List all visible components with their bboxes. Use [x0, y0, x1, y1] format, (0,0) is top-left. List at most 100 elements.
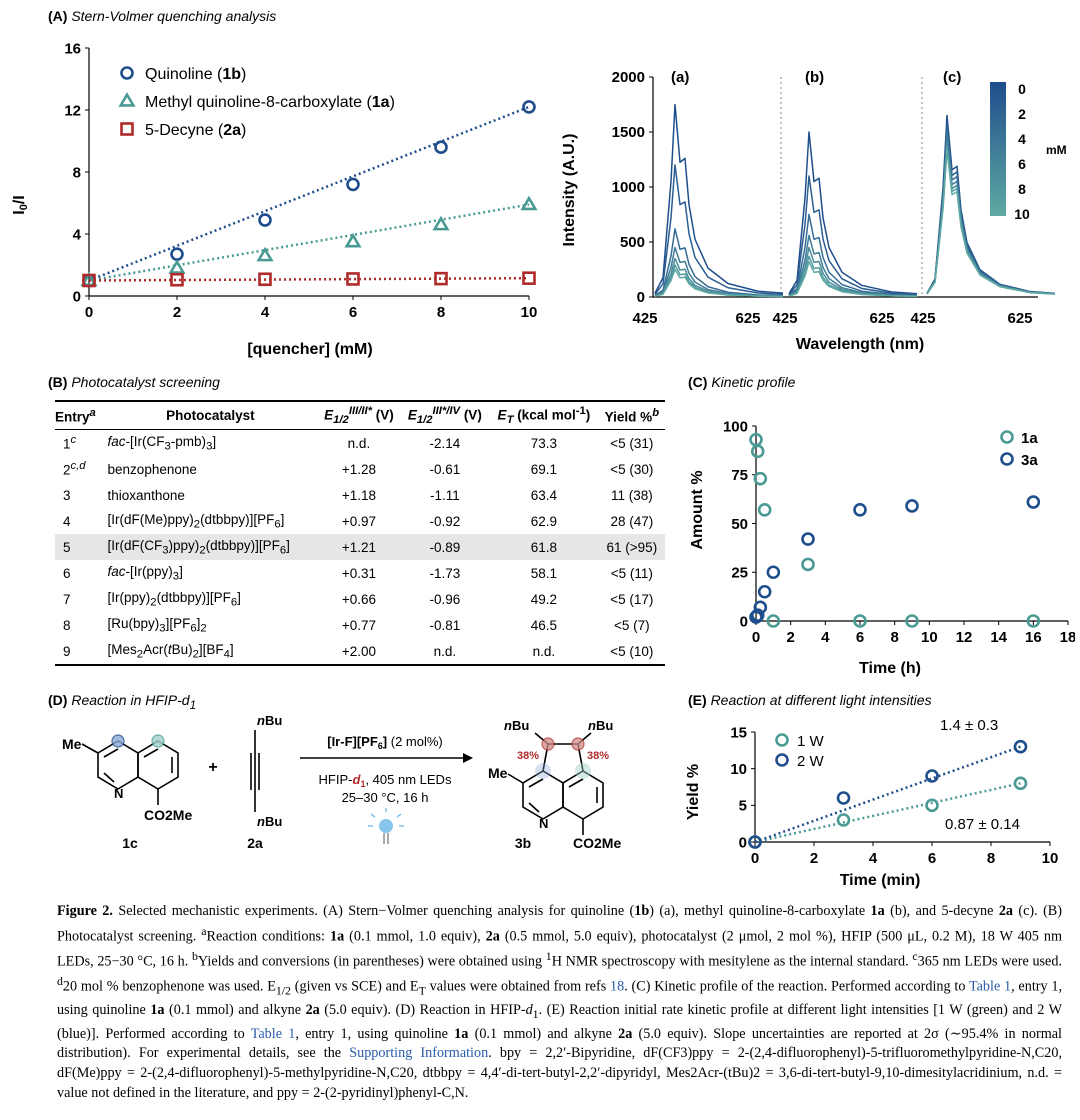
colorbar-label: 4	[1018, 131, 1026, 147]
x-tick-label: 0	[85, 304, 93, 321]
nitrogen-label: N	[539, 816, 548, 831]
legend-label: 3a	[1021, 452, 1038, 469]
data-point	[748, 835, 762, 849]
cell-e2: -0.92	[429, 513, 461, 529]
data-point	[775, 733, 789, 747]
x-tick-label: 425	[772, 310, 797, 327]
x-tick-label: 10	[921, 629, 938, 646]
x-tick-label: 0	[751, 850, 759, 867]
y-tick-label: 0	[73, 288, 81, 305]
cell-entry: 2c,d	[63, 460, 86, 478]
col-et: ET (kcal mol-1)	[489, 400, 599, 431]
col-e1: E1/2III/II* (V)	[317, 400, 401, 431]
cell-photocatalyst: [Ir(dF(Me)ppy)2(dtbbpy)][PF6]	[107, 511, 285, 531]
cell-et: 46.5	[530, 617, 558, 633]
data-point	[775, 753, 789, 767]
emission-spectra-chart: 0 500 1000 1500 2000 (a) 425 625 (b) 425 625 (c) 425…	[561, 69, 1067, 353]
table-row: 5 [Ir(dF(CF3)ppy)2(dtbbpy)][PF6] +1.21 -0.8…	[55, 534, 665, 561]
x-tick-label: 4	[869, 850, 878, 867]
cell-e1: +0.31	[341, 565, 377, 581]
light-bulb-icon	[368, 808, 404, 844]
cell-e1: +0.97	[341, 513, 377, 529]
legend-label: 1a	[1021, 430, 1038, 447]
spectrum-line	[788, 213, 918, 297]
kinetic-profile-chart: 0 2 4 6 8 10 12 14 16 18 0 25 50 75 100 1a 3a Amount % T…	[689, 418, 1075, 677]
legend-label: 5-Decyne (2a)	[145, 122, 246, 139]
y-tick-label: 2000	[612, 69, 645, 86]
x-tick-label: 16	[1025, 629, 1042, 646]
data-point	[1026, 495, 1041, 509]
x-tick-label: 10	[1042, 850, 1059, 867]
colorbar-label: 6	[1018, 156, 1026, 172]
cell-et: n.d.	[489, 638, 599, 667]
data-point	[258, 272, 272, 287]
legend-label: 1 W	[797, 733, 825, 750]
cell-photocatalyst: benzophenone	[107, 461, 197, 477]
compound-3b-label: 3b	[515, 835, 531, 851]
cell-yield: <5 (17)	[610, 591, 654, 607]
x-tick-label: 14	[990, 629, 1007, 646]
data-point	[344, 232, 362, 248]
ref-link[interactable]: 18	[610, 978, 625, 995]
cell-entry: 7	[63, 591, 71, 607]
data-point	[753, 471, 768, 486]
ester-label: CO2Me	[573, 835, 621, 851]
methyl-label: Me	[62, 736, 82, 752]
cell-et: 62.9	[530, 513, 558, 529]
x-tick-label: 625	[1007, 310, 1032, 327]
subpanel-label: (a)	[671, 69, 689, 86]
cell-yield: <5 (7)	[614, 617, 650, 633]
table-row: 3 thioxanthone +1.18 -1.11 63.4 11 (38)	[55, 482, 665, 508]
x-tick-label: 8	[437, 304, 445, 321]
colorbar-label: 10	[1014, 206, 1030, 222]
data-point	[346, 177, 360, 192]
si-link[interactable]: Supporting Information	[349, 1045, 489, 1062]
data-point	[925, 769, 939, 783]
data-point	[258, 213, 272, 227]
y-tick-label: 5	[739, 798, 747, 815]
cell-photocatalyst: [Ru(bpy)3][PF6]2	[107, 615, 207, 635]
x-tick-label: 2	[173, 304, 181, 321]
table-row: 1c fac-[Ir(CF3-pmb)3] n.d. -2.14 73.3 <5 (31)	[55, 430, 665, 457]
spectrum-line	[654, 164, 784, 296]
cell-entry: 1c	[63, 434, 77, 452]
slope-annotation: 1.4 ± 0.3	[940, 717, 998, 734]
y-tick-label: 100	[723, 418, 748, 435]
arrowhead-icon	[463, 753, 473, 763]
table-row: 9 [Mes2Acr(tBu)2][BF4] +2.00 n.d. n.d. <5 (10…	[55, 638, 665, 667]
y-tick-label: 500	[620, 234, 645, 251]
data-point	[766, 565, 781, 580]
subpanel-label: (c)	[943, 69, 961, 86]
trend-line	[754, 745, 1021, 844]
cell-yield: <5 (30)	[610, 461, 654, 477]
y-tick-label: 50	[731, 516, 748, 533]
x-tick-label: 625	[735, 310, 760, 327]
data-point	[434, 140, 448, 154]
data-point	[434, 271, 448, 286]
spectrum-line	[654, 103, 784, 294]
x-tick-label: 6	[349, 304, 357, 321]
cell-e2: -2.14	[429, 435, 461, 451]
y-axis-label: Intensity (A.U.)	[561, 134, 578, 247]
y-tick-label: 1000	[612, 179, 645, 196]
cell-e1: +2.00	[317, 638, 401, 667]
table-link[interactable]: Table 1	[250, 1025, 296, 1042]
y-tick-label: 8	[73, 164, 81, 181]
cell-e2: -1.73	[429, 565, 461, 581]
cell-e1: +0.66	[341, 591, 377, 607]
cell-yield: 61 (>95)	[598, 534, 665, 561]
cell-entry: 9	[55, 638, 104, 667]
nbu-label: nBu	[588, 718, 613, 733]
x-tick-label: 425	[910, 310, 935, 327]
table-link[interactable]: Table 1	[968, 978, 1012, 995]
spectrum-line	[654, 228, 784, 297]
colorbar	[990, 82, 1006, 216]
cell-entry: 5	[55, 534, 104, 561]
panel-c-title: (C) Kinetic profile	[688, 374, 796, 390]
x-tick-label: 12	[956, 629, 973, 646]
col-entry: Entrya	[55, 400, 104, 431]
data-point	[118, 92, 136, 107]
data-point	[432, 215, 450, 231]
y-tick-label: 10	[730, 761, 747, 778]
table-header-row: Entrya Photocatalyst E1/2III/II* (V) E1/…	[55, 400, 665, 431]
